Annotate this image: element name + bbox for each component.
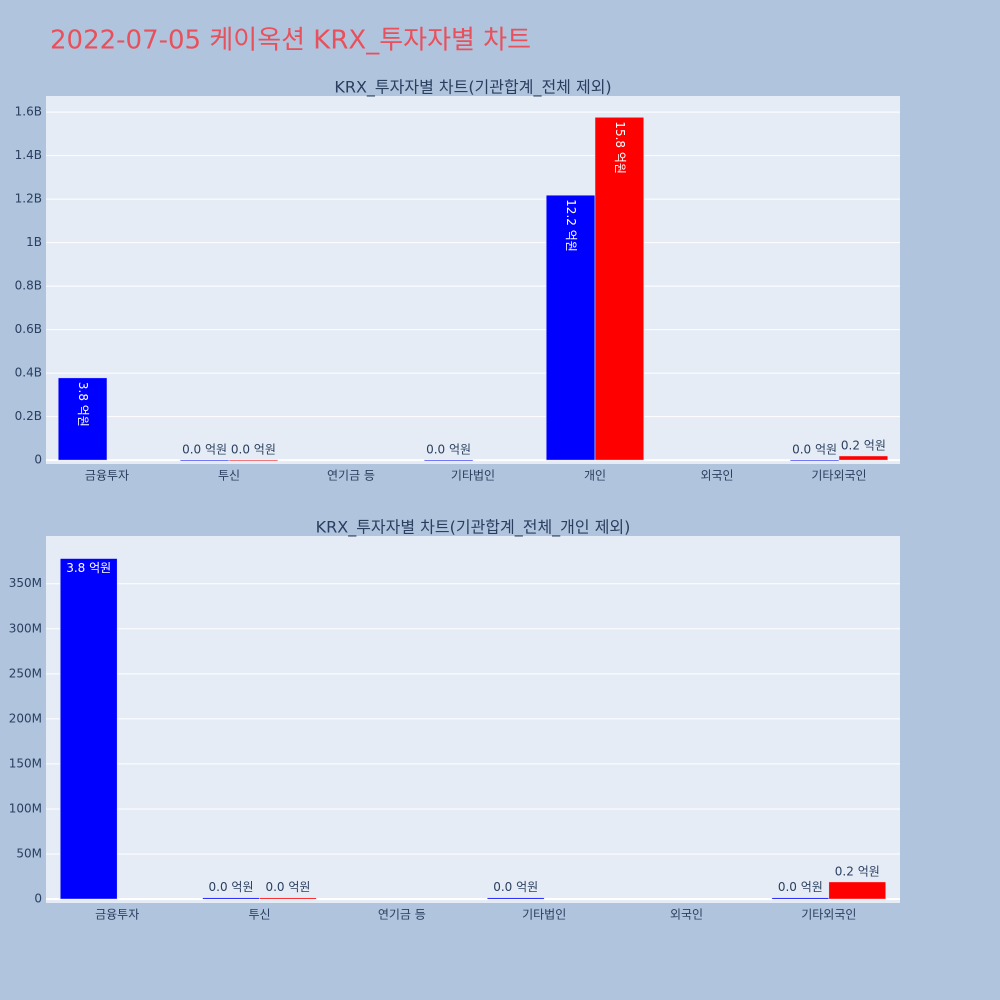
value-label: 3.8 억원 bbox=[66, 561, 111, 575]
y-tick-label: 300M bbox=[9, 621, 42, 635]
x-tick-label: 연기금 등 bbox=[327, 469, 375, 483]
bar bbox=[594, 117, 645, 461]
bar bbox=[486, 897, 545, 900]
y-tick-label: 0 bbox=[34, 892, 42, 906]
bar bbox=[228, 459, 279, 462]
value-label: 0.0 억원 bbox=[182, 442, 227, 456]
y-tick-label: 0 bbox=[34, 453, 42, 467]
y-tick-label: 0.8B bbox=[15, 279, 42, 293]
x-tick-label: 기타외국인 bbox=[801, 908, 856, 922]
x-tick-label: 투신 bbox=[218, 469, 240, 483]
y-tick-label: 1B bbox=[26, 235, 42, 249]
bar bbox=[838, 455, 889, 461]
y-tick-label: 100M bbox=[9, 801, 42, 815]
x-tick-label: 기타법인 bbox=[522, 908, 566, 922]
y-tick-label: 1.2B bbox=[15, 192, 42, 206]
value-label: 0.0 억원 bbox=[209, 880, 254, 894]
bar bbox=[179, 459, 230, 462]
y-tick-label: 0.4B bbox=[15, 366, 42, 380]
y-tick-label: 50M bbox=[16, 846, 42, 860]
bar bbox=[771, 897, 830, 900]
y-tick-label: 0.2B bbox=[15, 409, 42, 423]
y-tick-label: 150M bbox=[9, 756, 42, 770]
y-tick-label: 200M bbox=[9, 711, 42, 725]
value-label: 3.8 억원 bbox=[76, 382, 90, 427]
x-tick-label: 기타법인 bbox=[451, 469, 495, 483]
bar bbox=[57, 377, 108, 461]
x-tick-label: 외국인 bbox=[700, 469, 733, 483]
bar bbox=[828, 881, 887, 900]
x-tick-label: 투신 bbox=[248, 908, 270, 922]
value-label: 0.0 억원 bbox=[778, 880, 823, 894]
bar bbox=[202, 897, 260, 900]
value-label: 0.0 억원 bbox=[231, 442, 276, 456]
x-tick-label: 금융투자 bbox=[85, 469, 129, 483]
value-label: 0.0 억원 bbox=[426, 442, 471, 456]
chart-title: KRX_투자자별 차트(기관합계_전체_개인 제외) bbox=[316, 518, 631, 538]
value-label: 0.2 억원 bbox=[841, 438, 886, 452]
value-label: 0.0 억원 bbox=[792, 442, 837, 456]
y-tick-label: 0.6B bbox=[15, 322, 42, 336]
x-tick-label: 금융투자 bbox=[95, 908, 139, 922]
value-label: 15.8 억원 bbox=[613, 121, 627, 174]
chart-title: KRX_투자자별 차트(기관합계_전체 제외) bbox=[334, 78, 611, 98]
bar bbox=[59, 558, 118, 900]
x-tick-label: 연기금 등 bbox=[378, 908, 426, 922]
bar bbox=[545, 194, 596, 461]
value-label: 0.0 억원 bbox=[493, 880, 538, 894]
x-tick-label: 외국인 bbox=[670, 908, 703, 922]
bar bbox=[423, 459, 474, 462]
x-tick-label: 기타외국인 bbox=[811, 469, 866, 483]
y-tick-label: 250M bbox=[9, 666, 42, 680]
value-label: 12.2 억원 bbox=[564, 199, 578, 252]
y-tick-label: 1.6B bbox=[15, 105, 42, 119]
x-tick-label: 개인 bbox=[584, 469, 606, 483]
bar bbox=[789, 459, 840, 462]
plot-area bbox=[46, 96, 900, 464]
plot-area bbox=[46, 536, 900, 903]
value-label: 0.2 억원 bbox=[835, 864, 880, 878]
value-label: 0.0 억원 bbox=[265, 880, 310, 894]
page-title: 2022-07-05 케이옥션 KRX_투자자별 차트 bbox=[50, 26, 531, 56]
y-tick-label: 350M bbox=[9, 576, 42, 590]
bar bbox=[259, 897, 317, 900]
y-tick-label: 1.4B bbox=[15, 148, 42, 162]
